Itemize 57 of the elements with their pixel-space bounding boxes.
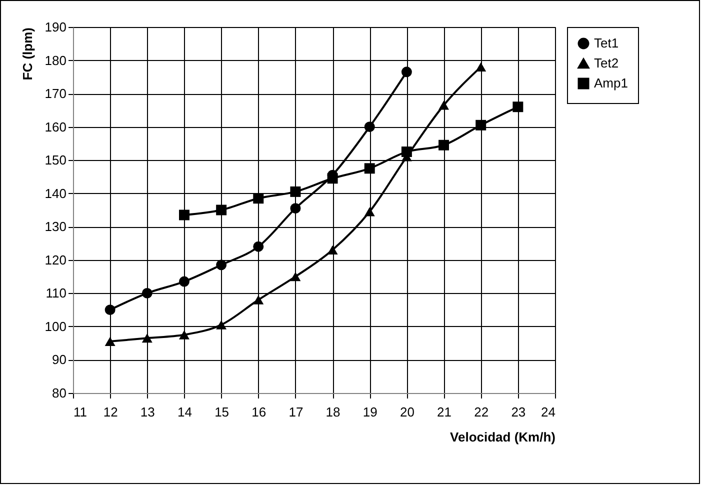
point bbox=[178, 210, 190, 220]
y-tick-label: 160 bbox=[44, 119, 66, 134]
point bbox=[216, 320, 227, 330]
point bbox=[104, 304, 116, 316]
point bbox=[364, 122, 375, 132]
y-tick-label: 140 bbox=[44, 186, 66, 201]
point bbox=[142, 334, 152, 343]
point bbox=[290, 186, 301, 197]
point bbox=[290, 203, 301, 214]
x-tick-label: 22 bbox=[474, 404, 489, 420]
y-tick-label: 90 bbox=[52, 352, 66, 368]
legend-label: Tet2 bbox=[594, 56, 619, 70]
y-axis-title: FC (lpm) bbox=[20, 28, 35, 80]
point bbox=[327, 245, 338, 254]
x-tick-label: 18 bbox=[326, 404, 340, 420]
y-tick-label: 150 bbox=[44, 152, 66, 168]
x-axis-title: Velocidad (Km/h) bbox=[450, 430, 556, 444]
point bbox=[142, 288, 152, 298]
x-tick-label: 20 bbox=[400, 404, 414, 420]
point bbox=[476, 120, 486, 130]
legend-label: Tet1 bbox=[594, 36, 619, 50]
point bbox=[253, 241, 264, 252]
point bbox=[401, 66, 412, 78]
y-tick-label: 80 bbox=[52, 386, 66, 400]
x-tick-label: 21 bbox=[437, 404, 452, 420]
x-tick-label: 12 bbox=[103, 404, 118, 420]
y-tick-label: 130 bbox=[44, 219, 66, 234]
x-tick-label: 23 bbox=[511, 404, 526, 420]
point bbox=[476, 62, 486, 72]
point bbox=[290, 272, 301, 282]
legend-label: Amp1 bbox=[594, 76, 628, 90]
y-tick-label: 190 bbox=[44, 20, 66, 34]
x-tick-label: 17 bbox=[288, 404, 304, 420]
y-tick-label: 180 bbox=[44, 52, 66, 68]
x-tick-label: 19 bbox=[362, 404, 378, 420]
point bbox=[253, 295, 264, 304]
point bbox=[104, 336, 116, 346]
point bbox=[216, 204, 227, 216]
y-tick-label: 170 bbox=[44, 86, 66, 102]
x-tick-label: 11 bbox=[74, 404, 87, 420]
y-tick-label: 110 bbox=[46, 286, 66, 301]
x-tick-label: 13 bbox=[140, 404, 155, 420]
x-tick-label: 24 bbox=[541, 404, 556, 420]
point bbox=[253, 193, 264, 204]
point bbox=[178, 276, 190, 287]
point bbox=[216, 260, 227, 270]
x-tick-label: 15 bbox=[214, 404, 230, 420]
point bbox=[512, 102, 524, 112]
x-tick-label: 14 bbox=[177, 404, 192, 420]
point bbox=[438, 100, 450, 110]
x-tick-label: 16 bbox=[252, 404, 266, 420]
point bbox=[364, 163, 375, 174]
point bbox=[178, 330, 190, 340]
point bbox=[438, 140, 450, 150]
y-tick-label: 100 bbox=[44, 318, 66, 334]
point bbox=[364, 207, 375, 216]
y-tick-label: 120 bbox=[44, 252, 66, 268]
